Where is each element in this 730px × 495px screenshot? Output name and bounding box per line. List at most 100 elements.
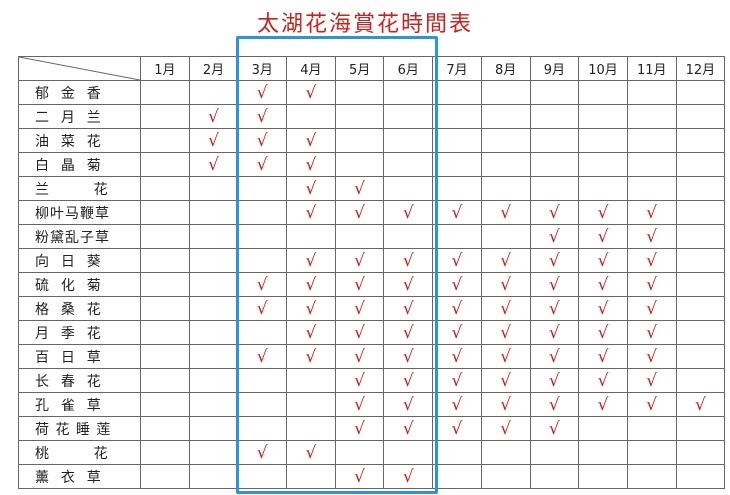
check-mark-icon: √ xyxy=(402,418,414,439)
month-cell: √ xyxy=(383,368,434,393)
month-cell: √ xyxy=(383,392,434,417)
month-cell: √ xyxy=(286,128,336,153)
month-cell xyxy=(480,152,531,177)
month-cell: √ xyxy=(432,248,482,273)
table-row: 桃 花 √ √ xyxy=(18,440,726,465)
month-cell xyxy=(237,392,288,417)
check-mark-icon: √ xyxy=(451,202,463,223)
month-cell: √ xyxy=(578,392,628,417)
check-mark-icon: √ xyxy=(548,274,560,295)
month-cell xyxy=(675,248,726,273)
month-cell: √ xyxy=(383,464,434,489)
flower-name: 向 日 葵 xyxy=(18,248,141,273)
check-mark-icon: √ xyxy=(354,298,366,319)
month-cell xyxy=(675,296,726,321)
month-cell: √ xyxy=(432,392,482,417)
month-cell: √ xyxy=(334,344,385,369)
month-cell: √ xyxy=(383,344,434,369)
month-cell xyxy=(237,176,288,201)
check-mark-icon: √ xyxy=(208,154,219,175)
month-cell: √ xyxy=(578,248,628,273)
month-cell: √ xyxy=(675,392,726,417)
check-mark-icon: √ xyxy=(646,202,658,223)
month-cell xyxy=(578,128,628,153)
month-cell xyxy=(432,440,482,465)
month-cell xyxy=(140,416,190,441)
month-cell: √ xyxy=(578,296,628,321)
month-cell: √ xyxy=(237,104,288,129)
month-cell xyxy=(578,464,628,489)
month-cell xyxy=(140,320,190,345)
check-mark-icon: √ xyxy=(548,370,560,391)
check-mark-icon: √ xyxy=(305,250,317,271)
month-cell xyxy=(334,152,385,177)
flower-name: 白 晶 菊 xyxy=(18,152,141,177)
month-cell: √ xyxy=(432,296,482,321)
month-cell xyxy=(529,176,580,201)
table-row: 硫 化 菊 √ √ √ √ √ √ √ √ √ xyxy=(18,272,726,297)
check-mark-icon: √ xyxy=(305,130,317,151)
month-cell xyxy=(286,104,336,129)
month-cell xyxy=(334,80,385,105)
month-header: 6月 xyxy=(383,56,434,81)
check-mark-icon: √ xyxy=(305,298,317,319)
table-row: 柳叶马鞭草 √ √ √ √ √ √ √ √ xyxy=(18,200,726,225)
check-mark-icon: √ xyxy=(646,394,658,415)
check-mark-icon: √ xyxy=(354,418,366,439)
month-cell xyxy=(675,464,726,489)
month-cell: √ xyxy=(626,272,677,297)
month-header: 12月 xyxy=(675,56,726,81)
month-cell: √ xyxy=(529,200,580,225)
month-cell xyxy=(334,440,385,465)
month-cell: √ xyxy=(334,176,385,201)
check-mark-icon: √ xyxy=(256,154,268,175)
month-cell: √ xyxy=(286,152,336,177)
month-cell: √ xyxy=(626,368,677,393)
month-cell: √ xyxy=(626,248,677,273)
month-cell xyxy=(675,344,726,369)
month-cell xyxy=(237,224,288,249)
month-cell: √ xyxy=(334,248,385,273)
flower-name: 粉黛乱子草 xyxy=(18,224,141,249)
month-cell xyxy=(675,224,726,249)
check-mark-icon: √ xyxy=(646,274,658,295)
month-cell: √ xyxy=(480,200,531,225)
check-mark-icon: √ xyxy=(597,298,609,319)
check-mark-icon: √ xyxy=(354,346,366,367)
month-cell xyxy=(529,104,580,129)
month-cell xyxy=(383,176,434,201)
month-cell xyxy=(626,176,677,201)
month-cell: √ xyxy=(286,440,336,465)
month-cell xyxy=(529,464,580,489)
month-cell: √ xyxy=(334,272,385,297)
check-mark-icon: √ xyxy=(451,394,463,415)
month-cell: √ xyxy=(529,296,580,321)
month-cell xyxy=(480,440,531,465)
month-cell: √ xyxy=(334,200,385,225)
month-cell xyxy=(626,128,677,153)
check-mark-icon: √ xyxy=(597,250,609,271)
month-cell xyxy=(675,368,726,393)
table-row: 荷 花 睡 莲 √ √ √ √ √ xyxy=(18,416,726,441)
month-header: 2月 xyxy=(188,56,239,81)
check-mark-icon: √ xyxy=(451,322,463,343)
month-cell xyxy=(578,176,628,201)
check-mark-icon: √ xyxy=(354,202,366,223)
month-cell: √ xyxy=(383,200,434,225)
month-cell xyxy=(383,104,434,129)
check-mark-icon: √ xyxy=(548,346,560,367)
check-mark-icon: √ xyxy=(305,346,317,367)
month-cell: √ xyxy=(286,248,336,273)
table-row: 白 晶 菊 √ √ √ xyxy=(18,152,726,177)
check-mark-icon: √ xyxy=(354,370,366,391)
month-cell: √ xyxy=(578,224,628,249)
month-cell xyxy=(140,368,190,393)
month-cell: √ xyxy=(432,320,482,345)
month-cell xyxy=(626,80,677,105)
month-cell xyxy=(188,200,239,225)
check-mark-icon: √ xyxy=(597,322,609,343)
month-cell xyxy=(578,80,628,105)
check-mark-icon: √ xyxy=(500,202,512,223)
month-cell xyxy=(140,248,190,273)
month-cell xyxy=(188,248,239,273)
